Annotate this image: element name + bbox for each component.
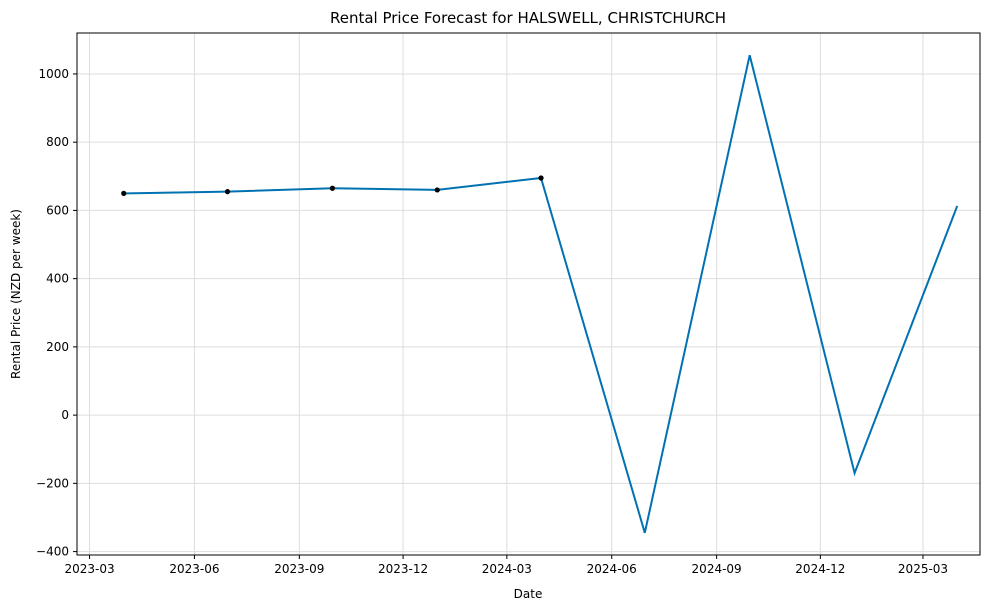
y-tick-label: 800 <box>46 135 69 149</box>
chart-title: Rental Price Forecast for HALSWELL, CHRI… <box>330 9 726 27</box>
y-tick-label: 400 <box>46 272 69 286</box>
observed-point <box>538 175 544 181</box>
x-tick-label: 2024-06 <box>587 562 637 576</box>
x-tick-label: 2024-03 <box>482 562 532 576</box>
y-tick-label: 0 <box>61 408 69 422</box>
plot-frame <box>76 32 981 556</box>
y-tick-label: −200 <box>36 476 69 490</box>
x-tick-label: 2024-12 <box>795 562 845 576</box>
observed-point <box>434 187 440 193</box>
x-axis-title: Date <box>514 587 543 601</box>
grid <box>77 33 980 555</box>
y-tick-label: 1000 <box>38 67 69 81</box>
plot-data <box>121 54 959 534</box>
x-tick-label: 2023-06 <box>169 562 219 576</box>
observed-point <box>329 185 335 191</box>
observed-point <box>224 189 231 195</box>
y-tick-label: 600 <box>46 203 69 217</box>
ticks: 2023-03 2023-06 2023-09 2023-12 2024-03 2024-… <box>36 67 948 576</box>
x-tick-label: 2023-09 <box>274 562 324 576</box>
x-tick-label: 2023-03 <box>64 562 114 576</box>
x-tick-label: 2023-12 <box>378 562 428 576</box>
y-tick-label: −400 <box>36 545 69 559</box>
observed-point <box>121 190 127 196</box>
y-axis-title: Rental Price (NZD per week) <box>9 209 23 379</box>
y-tick-label: 200 <box>46 340 69 354</box>
x-tick-label: 2024-09 <box>692 562 742 576</box>
x-tick-label: 2025-03 <box>898 562 948 576</box>
